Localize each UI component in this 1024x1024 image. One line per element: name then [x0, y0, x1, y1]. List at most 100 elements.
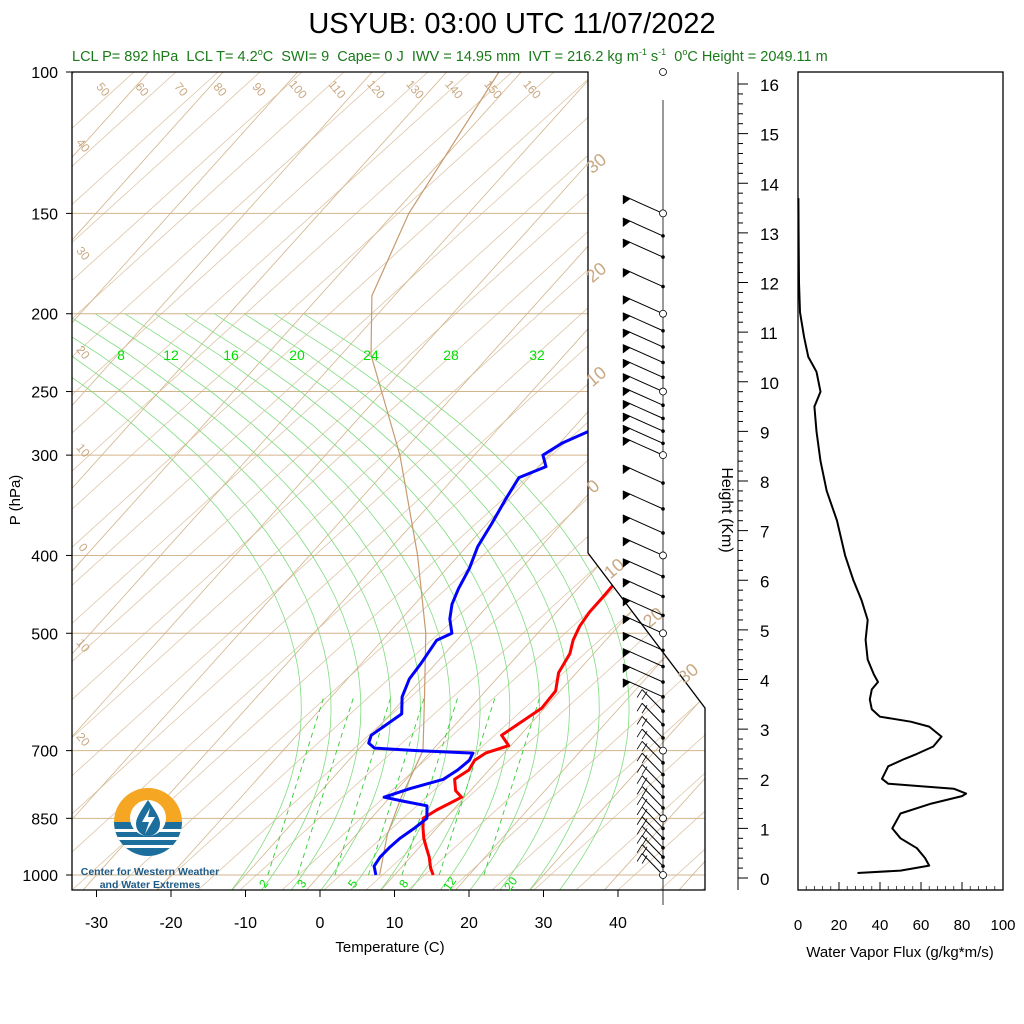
- adiabat-label-left: 10: [73, 636, 93, 655]
- wind-barb-tick: [636, 764, 643, 773]
- wind-barb-flag: [622, 597, 631, 607]
- wind-level-dot: [661, 795, 665, 799]
- wind-barb-flag: [622, 344, 631, 354]
- moist-adiabat-line: [94, 313, 421, 890]
- height-tick-label: 10: [760, 374, 779, 393]
- dry-adiabat-line: [72, 72, 705, 890]
- temperature-tick-label: 0: [316, 915, 325, 932]
- cw3e-logo: Center for Western Weather and Water Ext…: [70, 782, 230, 894]
- temperature-tick-label: 20: [460, 915, 478, 932]
- dry-adiabat-line: [72, 72, 387, 890]
- wind-barb-flag: [622, 515, 631, 525]
- wind-barb-flag: [622, 400, 631, 410]
- wind-barb-tick: [641, 777, 648, 786]
- dry-adiabat-line: [617, 72, 705, 890]
- wind-level-dot: [661, 255, 665, 259]
- moist-adiabat-line: [72, 313, 362, 890]
- mixing-ratio-label: 5: [345, 877, 360, 891]
- wind-barb-tick: [641, 705, 648, 714]
- wind-barb-tick: [636, 752, 643, 762]
- wind-barb: [641, 752, 664, 776]
- wind-level-dot: [661, 648, 665, 653]
- wind-barb: [641, 796, 664, 819]
- wind-level-dot: [661, 360, 665, 365]
- pressure-tick-label: 250: [31, 385, 58, 402]
- wind-barb-flag: [622, 329, 631, 339]
- wind-barb: [641, 816, 664, 839]
- mixing-ratio-line: [267, 696, 325, 876]
- wind-level-dot: [661, 328, 665, 333]
- dry-adiabat-line: [72, 72, 705, 890]
- wind-barb-tick: [636, 806, 643, 816]
- chart-subtitle: LCL P= 892 hPa LCL T= 4.2oC SWI= 9 Cape=…: [72, 47, 1022, 65]
- flux-panel-frame: [797, 71, 1004, 891]
- x-axis-label: Temperature (C): [335, 939, 444, 956]
- wind-level-dot: [661, 864, 665, 868]
- wind-level-dot: [661, 416, 665, 421]
- wind-barb-tick: [641, 828, 648, 837]
- dry-adiabat-line: [72, 72, 555, 890]
- wind-barb-tick: [641, 691, 648, 700]
- subtitle-lcl-t-degree: o: [257, 47, 263, 57]
- moist-adiabat-line: [72, 313, 392, 890]
- wind-barb-tick: [636, 835, 643, 844]
- height-tick-label: 8: [760, 473, 769, 492]
- dry-adiabat-line: [828, 72, 1024, 890]
- dry-adiabat-line: [72, 72, 681, 890]
- isotherm-line: [229, 72, 705, 890]
- moist-adiabat-line: [303, 313, 630, 890]
- subtitle-ivt-exp2: -1: [658, 47, 667, 57]
- wind-level-circle: [659, 451, 667, 460]
- adiabat-label-left: 30: [73, 244, 93, 263]
- wind-level-dot: [661, 806, 665, 810]
- wind-barb-flag: [622, 664, 631, 674]
- moist-adiabat-line: [273, 313, 600, 890]
- wind-barb-tick: [636, 716, 643, 725]
- height-tick-label: 7: [760, 523, 769, 542]
- isotherm-line: [72, 72, 671, 890]
- pressure-tick-label: 200: [31, 307, 58, 324]
- flux-tick-label: 100: [990, 917, 1015, 934]
- moist-adiabat-label: 32: [529, 347, 545, 363]
- temperature-tick-label: -10: [234, 915, 257, 932]
- wind-barb-flag: [622, 648, 631, 658]
- wind-level-dot: [661, 507, 665, 511]
- wind-barb-tick: [641, 798, 648, 808]
- wind-level-circle: [659, 629, 667, 638]
- dry-adiabat-line: [72, 72, 219, 890]
- cw3e-logo-icon: [114, 788, 182, 856]
- moist-adiabat-label: 20: [289, 347, 305, 363]
- dry-adiabat-line: [197, 72, 705, 890]
- isotherm-label: 90: [249, 80, 269, 99]
- moist-adiabat-line: [72, 313, 302, 890]
- isotherm-line: [72, 72, 705, 890]
- isotherm-line: [72, 72, 447, 890]
- wind-level-dot: [661, 613, 665, 618]
- wind-barb-tick: [636, 844, 643, 853]
- dry-adiabat-line: [533, 72, 705, 890]
- wind-level-dot: [661, 441, 665, 446]
- isotherm-label: 150: [481, 77, 505, 102]
- dry-adiabat-line: [72, 72, 705, 890]
- wind-level-dot: [661, 594, 665, 599]
- wind-barb: [641, 853, 664, 876]
- mixing-ratio-line: [334, 696, 392, 876]
- subtitle-lcl-t-c: C: [262, 48, 274, 65]
- wind-level-circle: [659, 871, 667, 879]
- subtitle-cape: Cape= 0 J: [337, 48, 404, 65]
- wind-barb: [641, 806, 664, 829]
- wind-barb-tick: [636, 775, 643, 784]
- wind-barb-flag: [622, 437, 631, 447]
- wind-level-circle: [659, 746, 667, 755]
- wind-level-dot: [661, 836, 665, 841]
- wind-barb-flag: [622, 465, 631, 475]
- dewpoint-series-line: [367, 212, 705, 876]
- adiabat-label-right: 0: [583, 476, 604, 498]
- dry-adiabat-line: [239, 72, 705, 890]
- subtitle-freeze-rest: C Height = 2049.11 m: [687, 48, 828, 65]
- dry-adiabat-line: [786, 72, 1024, 890]
- wind-level-circle: [659, 309, 667, 318]
- logo-line-2: and Water Extremes: [99, 879, 201, 891]
- chart-title: USYUB: 03:00 UTC 11/07/2022: [308, 8, 716, 40]
